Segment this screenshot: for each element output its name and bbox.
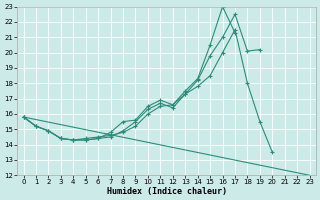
X-axis label: Humidex (Indice chaleur): Humidex (Indice chaleur) — [107, 187, 227, 196]
